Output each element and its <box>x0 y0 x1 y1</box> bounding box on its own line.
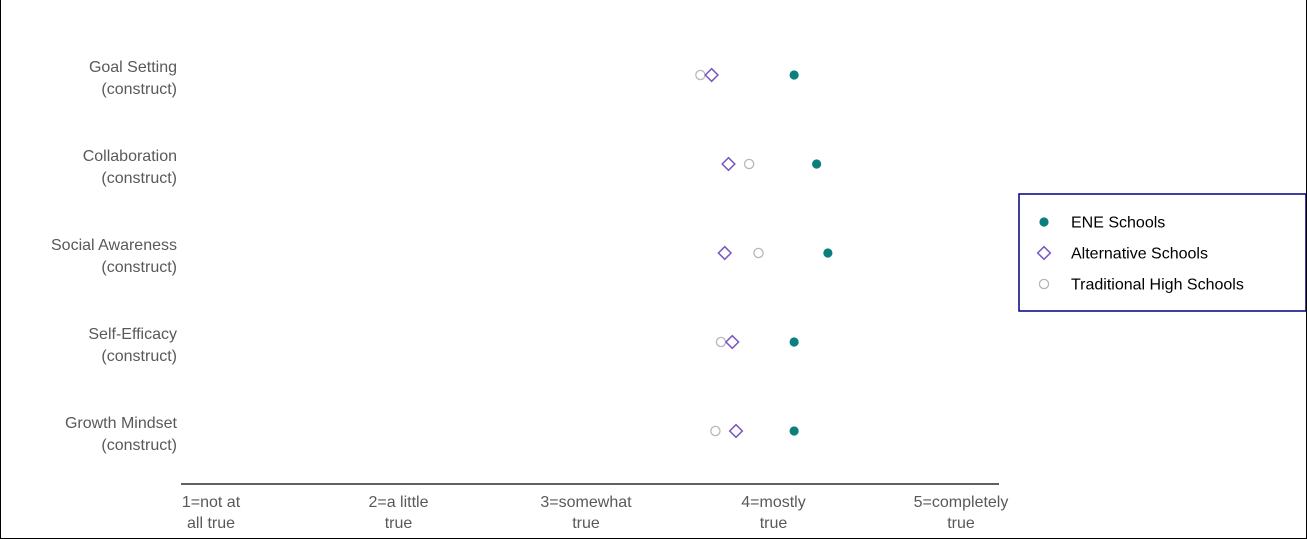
ene-schools-point-social-awareness <box>823 248 833 258</box>
data-markers <box>695 67 833 439</box>
ene-schools-point-goal-setting <box>789 70 799 80</box>
alternative-schools-point-growth-mindset <box>728 423 744 439</box>
x-tick-label-3: 3=somewhat true <box>540 494 632 532</box>
ene-schools-point-collaboration <box>812 159 822 169</box>
legend-box <box>1018 193 1306 312</box>
legend-marker-ene-schools <box>1039 217 1049 227</box>
category-label-growth-mindset: Growth Mindset (construct) <box>65 415 178 454</box>
legend-label-ene-schools: ENE Schools <box>1071 215 1165 232</box>
legend-marker-alternative-schools <box>1036 245 1052 261</box>
x-tick-label-4: 4=mostly true <box>741 494 805 532</box>
category-label-self-efficacy: Self-Efficacy (construct) <box>88 326 177 365</box>
category-labels: Goal Setting (construct) Collaboration (con… <box>51 59 178 454</box>
traditional-high-schools-point-self-efficacy <box>715 336 727 348</box>
ene-schools-point-self-efficacy <box>789 337 799 347</box>
traditional-high-schools-point-collaboration <box>743 158 755 170</box>
legend: ENE Schools Alternative Schools Traditiona… <box>1018 193 1306 312</box>
legend-label-traditional-high-schools: Traditional High Schools <box>1071 277 1244 294</box>
x-tick-label-2: 2=a little true <box>368 494 428 532</box>
traditional-high-schools-point-goal-setting <box>695 69 706 81</box>
x-tick-label-5: 5=completely true <box>914 494 1009 532</box>
alternative-schools-point-goal-setting <box>704 67 719 83</box>
category-label-goal-setting: Goal Setting (construct) <box>89 59 177 98</box>
alternative-schools-point-self-efficacy <box>724 334 740 350</box>
alternative-schools-point-collaboration <box>721 156 736 172</box>
x-tick-label-1: 1=not at all true <box>182 494 241 532</box>
x-axis-ticks: 1=not at all true 2=a little true 3=somewhat… <box>182 494 1009 532</box>
category-label-collaboration: Collaboration (construct) <box>83 148 177 187</box>
legend-label-alternative-schools: Alternative Schools <box>1071 246 1208 263</box>
category-label-social-awareness: Social Awareness (construct) <box>51 237 177 276</box>
traditional-high-schools-point-growth-mindset <box>710 425 721 437</box>
traditional-high-schools-point-social-awareness <box>753 247 764 259</box>
ene-schools-point-growth-mindset <box>789 426 799 436</box>
legend-marker-traditional-high-schools <box>1038 278 1050 290</box>
alternative-schools-point-social-awareness <box>717 245 733 261</box>
